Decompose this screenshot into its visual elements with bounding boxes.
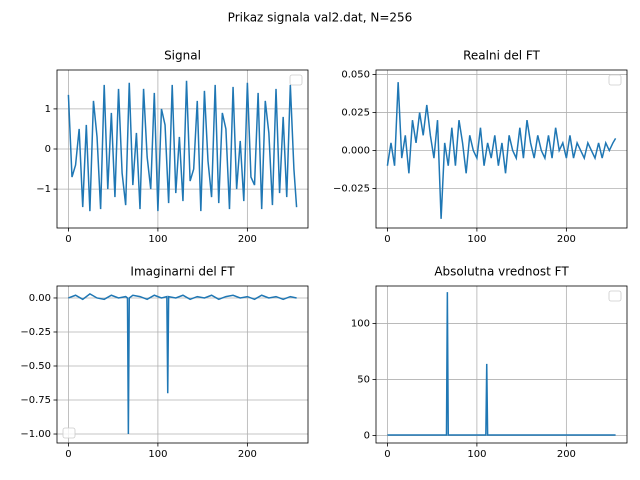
y-tick-label: 0.00 (29, 293, 51, 304)
x-tick-label: 0 (384, 234, 390, 245)
x-tick-label: 200 (238, 449, 257, 460)
axes-title: Imaginarni del FT (130, 265, 235, 279)
y-tick-label: 0 (45, 144, 51, 155)
legend-box (608, 74, 622, 86)
y-tick-label: 100 (351, 319, 370, 330)
y-tick-label: −1 (36, 184, 51, 195)
x-tick-label: 0 (384, 449, 390, 460)
legend-box (289, 74, 303, 86)
x-tick-label: 200 (557, 234, 576, 245)
x-tick-label: 200 (557, 449, 576, 460)
data-line (67, 80, 298, 212)
axes-frame (56, 69, 309, 229)
x-tick-label: 100 (467, 449, 486, 460)
axes-title: Signal (164, 49, 201, 63)
y-tick-label: 0.050 (341, 70, 370, 81)
y-tick-label: −0.025 (333, 184, 370, 195)
data-line (386, 82, 617, 219)
y-tick-label: 50 (357, 375, 370, 386)
x-tick-label: 200 (238, 234, 257, 245)
legend-box (62, 427, 76, 439)
y-tick-label: 0 (364, 431, 370, 442)
y-tick-label: 0.025 (341, 108, 370, 119)
data-line (387, 292, 616, 436)
y-tick-label: −0.25 (20, 327, 51, 338)
x-tick-label: 0 (65, 449, 71, 460)
y-tick-label: −0.75 (20, 395, 51, 406)
axes-frame (375, 285, 628, 444)
x-tick-label: 100 (467, 234, 486, 245)
legend-box (608, 290, 622, 302)
axes-frame (56, 285, 309, 444)
y-tick-label: −0.50 (20, 361, 51, 372)
axes-title: Absolutna vrednost FT (434, 265, 569, 279)
x-tick-label: 100 (148, 234, 167, 245)
y-tick-label: 0.000 (341, 146, 370, 157)
axes-frame (375, 69, 628, 229)
x-tick-label: 0 (65, 234, 71, 245)
y-tick-label: −1.00 (20, 429, 51, 440)
y-tick-label: 1 (45, 104, 51, 115)
x-tick-label: 100 (148, 449, 167, 460)
data-line (68, 292, 297, 435)
figure-title: Prikaz signala val2.dat, N=256 (228, 11, 413, 25)
axes-title: Realni del FT (463, 49, 540, 63)
